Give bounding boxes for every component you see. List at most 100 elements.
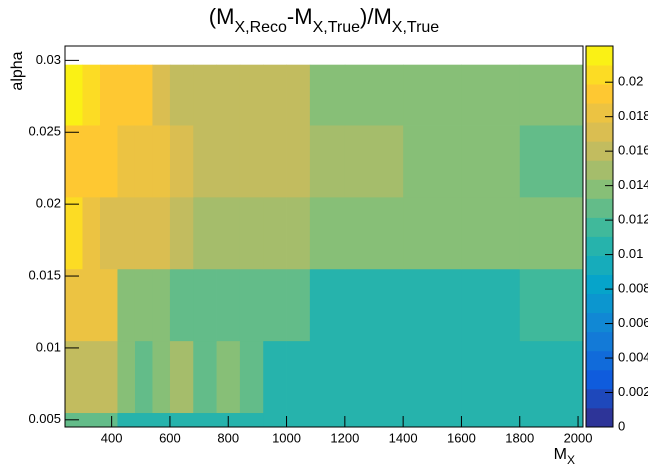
title-subscript: X,True [313, 19, 361, 36]
cell [216, 268, 241, 342]
y-tick-label: 0.01 [36, 339, 61, 354]
cell [461, 196, 521, 270]
cell [99, 412, 118, 428]
cell [309, 412, 346, 428]
cell [519, 125, 584, 198]
cell [134, 125, 153, 198]
cell [193, 196, 217, 270]
cell [152, 412, 171, 428]
z-tick-label: 0.008 [618, 281, 648, 296]
cell [99, 196, 118, 270]
cell [344, 64, 404, 126]
x-tick-label: 800 [217, 430, 239, 445]
x-tick-label: 1800 [505, 430, 534, 445]
palette-band [586, 293, 613, 314]
title-part: (M [209, 4, 235, 29]
cell [65, 64, 83, 126]
x-axis-label: MX [554, 446, 575, 467]
cell [519, 268, 584, 342]
cell [193, 412, 217, 428]
cell [403, 268, 462, 342]
cell [82, 268, 101, 342]
cell [461, 268, 521, 342]
cell [134, 268, 153, 342]
title-part: )/M [360, 4, 392, 29]
palette-band [586, 160, 613, 180]
cell [65, 340, 83, 414]
cell [169, 64, 194, 126]
palette-band [586, 46, 613, 66]
x-label-part: M [554, 446, 567, 463]
plot-frame [64, 45, 584, 428]
cell [216, 196, 241, 270]
palette-band [586, 217, 613, 237]
cell [117, 412, 136, 428]
cell [239, 412, 264, 428]
cell [134, 412, 153, 428]
cell [344, 340, 404, 414]
palette-band [586, 236, 613, 256]
cell [309, 64, 346, 126]
cell [82, 196, 101, 270]
cell [99, 268, 118, 342]
cell [403, 64, 462, 126]
cell [519, 196, 584, 270]
cell [263, 196, 287, 270]
cell [117, 196, 136, 270]
cell [193, 340, 217, 414]
palette-band [586, 84, 613, 104]
cell [309, 196, 346, 270]
z-tick-label: 0.004 [618, 349, 648, 364]
z-tick-label: 0.016 [618, 143, 648, 158]
cell [134, 340, 153, 414]
cell [152, 64, 171, 126]
palette-band [586, 179, 613, 199]
y-tick-label: 0.005 [28, 411, 61, 426]
cell [152, 268, 171, 342]
x-tick-label: 400 [101, 430, 123, 445]
z-tick-label: 0.02 [618, 74, 643, 89]
cell [65, 196, 83, 270]
x-label-subscript: X [567, 453, 575, 467]
z-tick-label: 0.01 [618, 246, 643, 261]
y-axis-label: alpha [9, 51, 26, 90]
cell [216, 64, 241, 126]
cell [82, 340, 101, 414]
cell [134, 64, 153, 126]
palette-band [586, 103, 613, 123]
palette-band [586, 388, 613, 409]
cell [344, 268, 404, 342]
cell [152, 340, 171, 414]
cell [519, 412, 584, 428]
x-tick-label: 2000 [564, 430, 593, 445]
palette-band [586, 331, 613, 352]
cell [286, 268, 311, 342]
z-tick-label: 0.002 [618, 384, 648, 399]
palette-band [586, 141, 613, 161]
z-tick-label: 0 [618, 418, 625, 433]
z-tick-label: 0.018 [618, 108, 648, 123]
z-tick-label: 0.012 [618, 212, 648, 227]
cell [263, 340, 287, 414]
cell [461, 412, 521, 428]
cell [117, 64, 136, 126]
cell [117, 125, 136, 198]
cell [309, 340, 346, 414]
palette-band [586, 255, 613, 275]
y-tick-label: 0.03 [36, 52, 61, 67]
cell [309, 268, 346, 342]
cell [263, 64, 287, 126]
cell [82, 125, 101, 198]
cell [82, 412, 101, 428]
cell [403, 196, 462, 270]
x-tick-label: 1600 [447, 430, 476, 445]
cell [117, 268, 136, 342]
title-subscript: X,Reco [234, 19, 287, 36]
cell [193, 64, 217, 126]
cell [239, 125, 264, 198]
z-tick-label: 0.006 [618, 315, 648, 330]
cell [309, 125, 346, 198]
title-part: -M [287, 4, 313, 29]
cell [461, 340, 521, 414]
cell [344, 125, 404, 198]
